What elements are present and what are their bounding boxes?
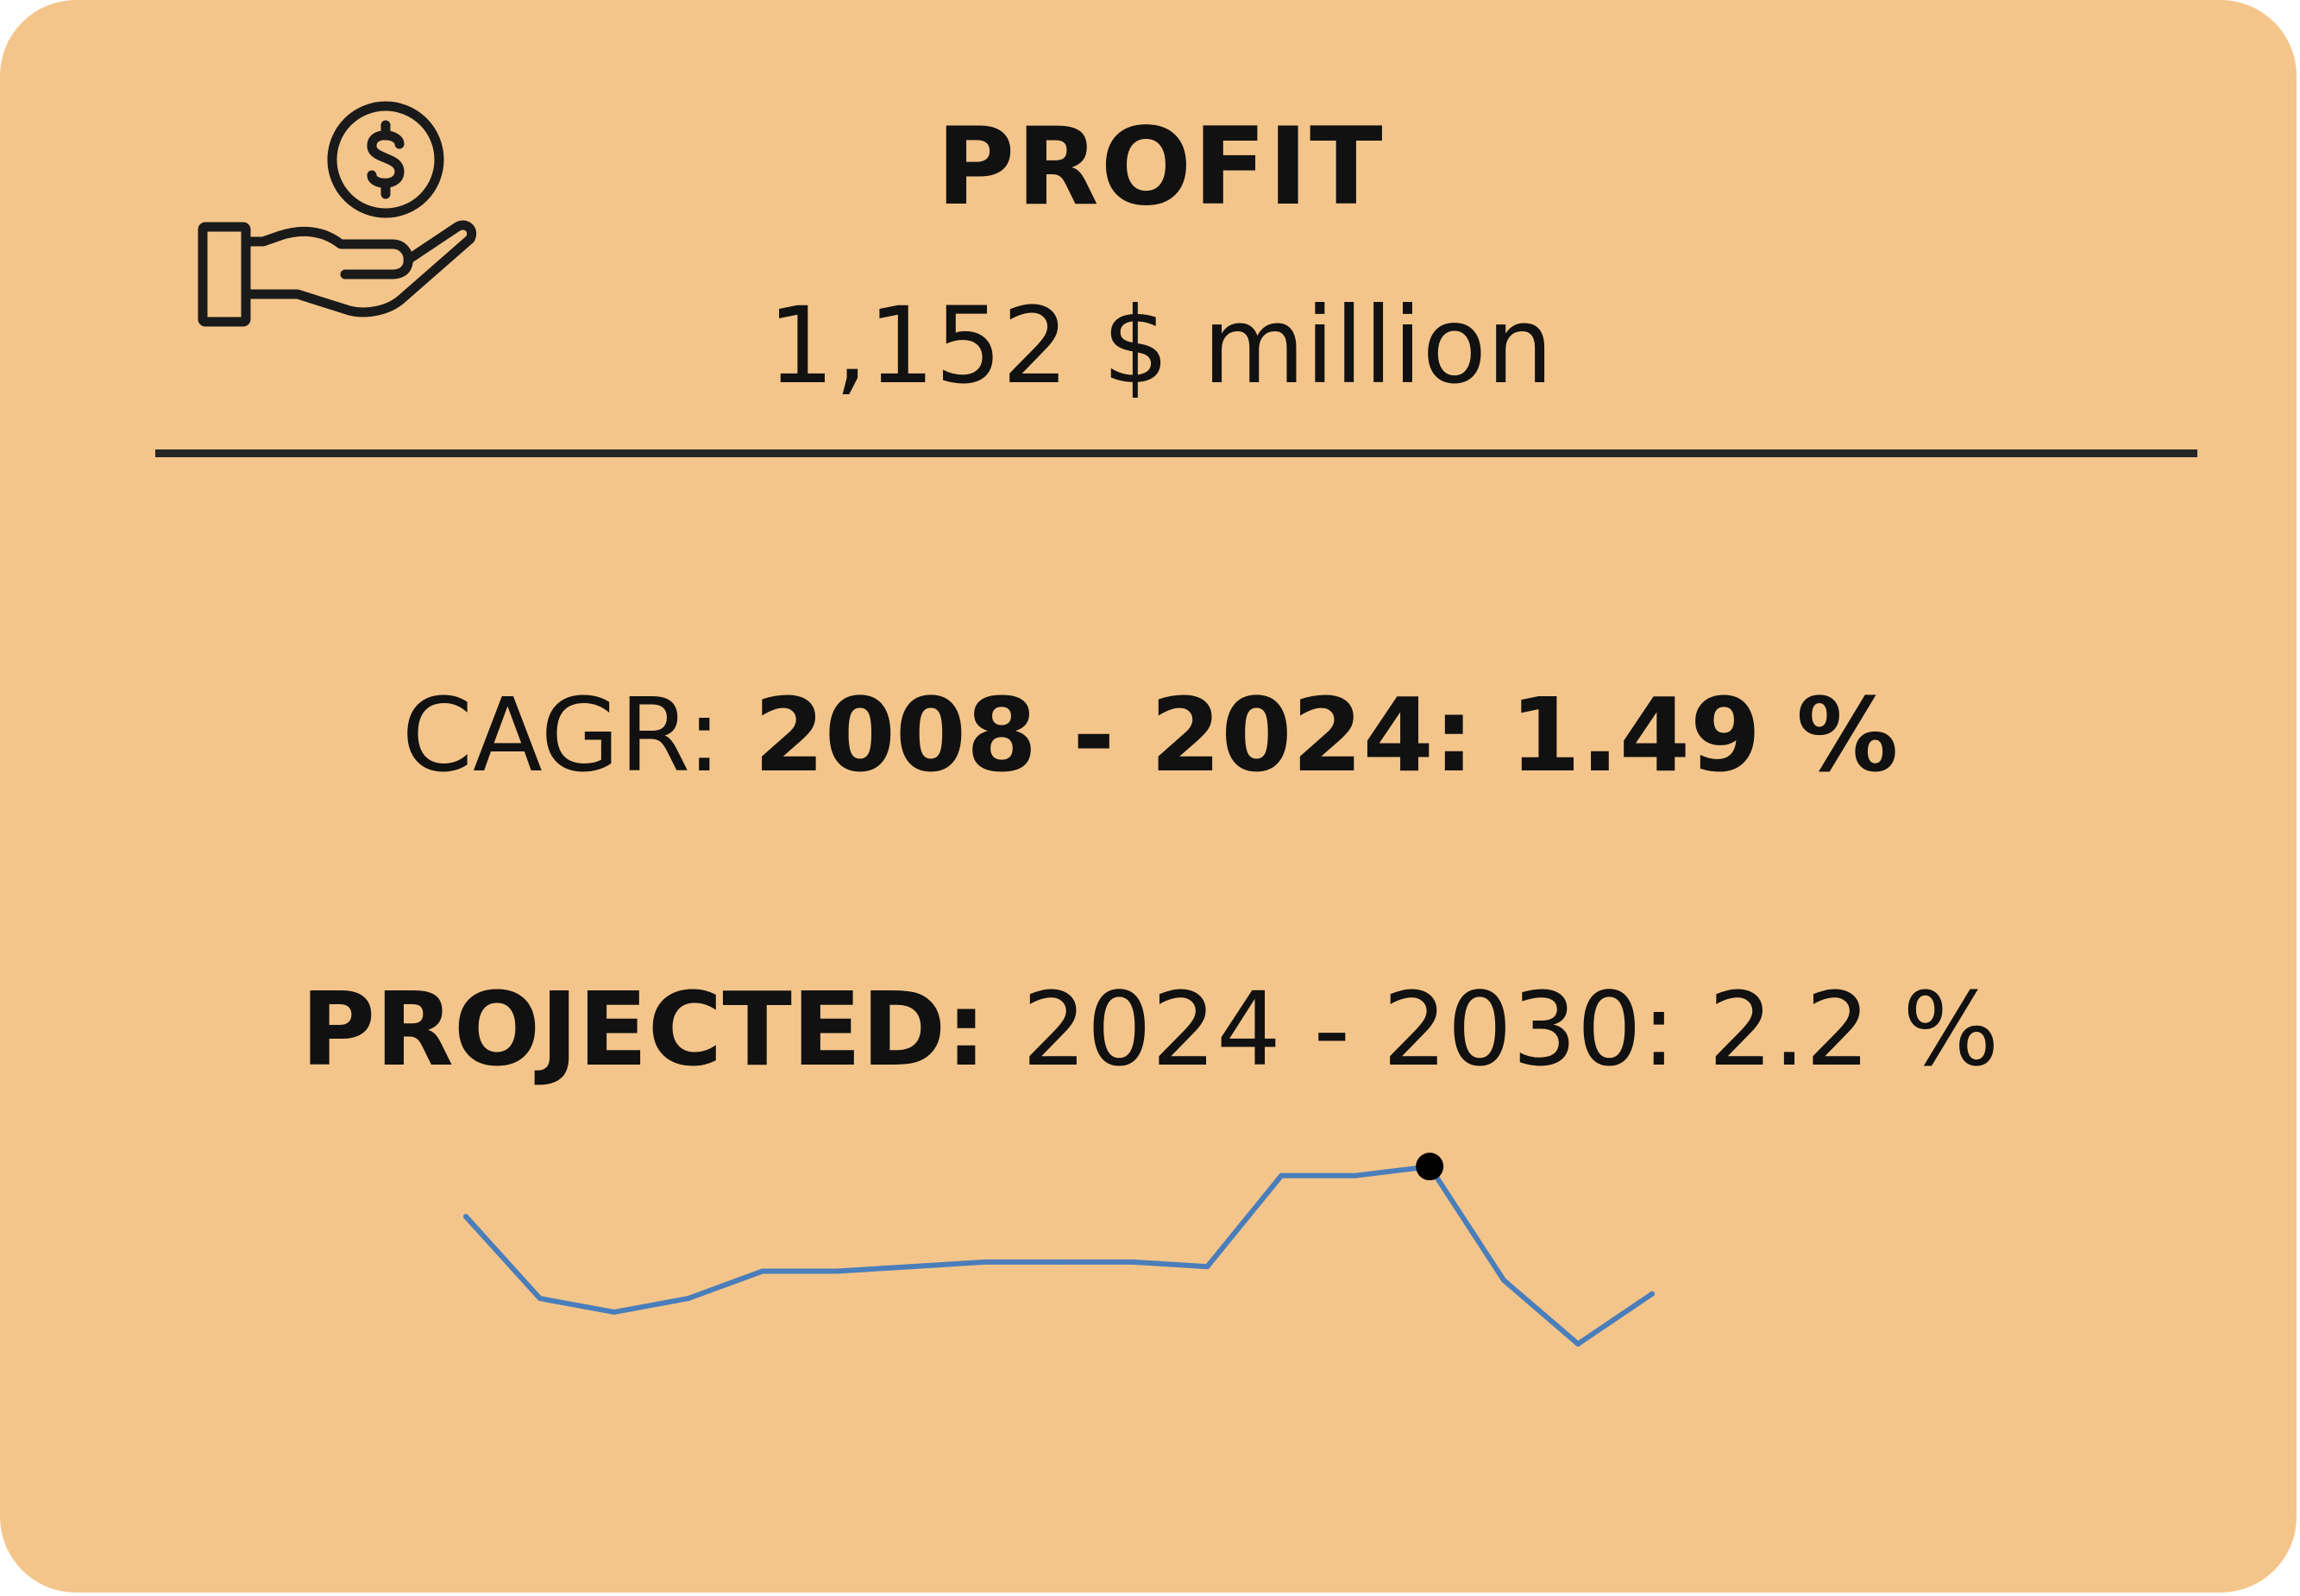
sparkline-series-line <box>463 1164 1655 1347</box>
sparkline-point <box>1279 1172 1285 1178</box>
sparkline-point <box>1130 1259 1136 1265</box>
sparkline-point <box>611 1309 617 1315</box>
sparkline-point <box>982 1259 988 1265</box>
sparkline-point <box>1650 1291 1655 1297</box>
profit-value: 1,152 $ million <box>767 285 1554 407</box>
sparkline-point <box>1427 1164 1433 1170</box>
cagr-value: 2008 - 2024: 1.49 % <box>753 675 1899 795</box>
sparkline-point <box>1353 1172 1359 1178</box>
sparkline-point <box>685 1296 691 1302</box>
projected-line: PROJECTED: 2024 - 2030: 2.2 % <box>0 970 2300 1089</box>
sparkline-point <box>908 1264 914 1270</box>
sparkline-point <box>1575 1341 1581 1347</box>
divider <box>155 449 2197 457</box>
sparkline-point <box>1056 1259 1062 1265</box>
sparkline-highlight-marker <box>1416 1153 1444 1181</box>
sparkline-point <box>1501 1278 1507 1283</box>
sparkline-point <box>833 1268 839 1274</box>
cagr-label: CAGR: <box>401 675 754 795</box>
card-title: PROFIT <box>936 105 1385 229</box>
sparkline-point <box>759 1268 765 1274</box>
projected-label: PROJECTED: <box>300 970 1022 1089</box>
hand-holding-dollar-icon <box>194 99 496 336</box>
sparkline-point <box>1204 1264 1210 1270</box>
sparkline-point <box>537 1296 543 1302</box>
sparkline-point <box>463 1214 468 1220</box>
cagr-line: CAGR: 2008 - 2024: 1.49 % <box>0 675 2300 795</box>
projected-value: 2024 - 2030: 2.2 % <box>1021 970 2000 1089</box>
